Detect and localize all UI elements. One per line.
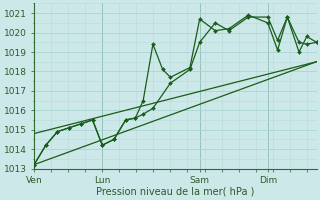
X-axis label: Pression niveau de la mer( hPa ): Pression niveau de la mer( hPa ) — [96, 187, 254, 197]
